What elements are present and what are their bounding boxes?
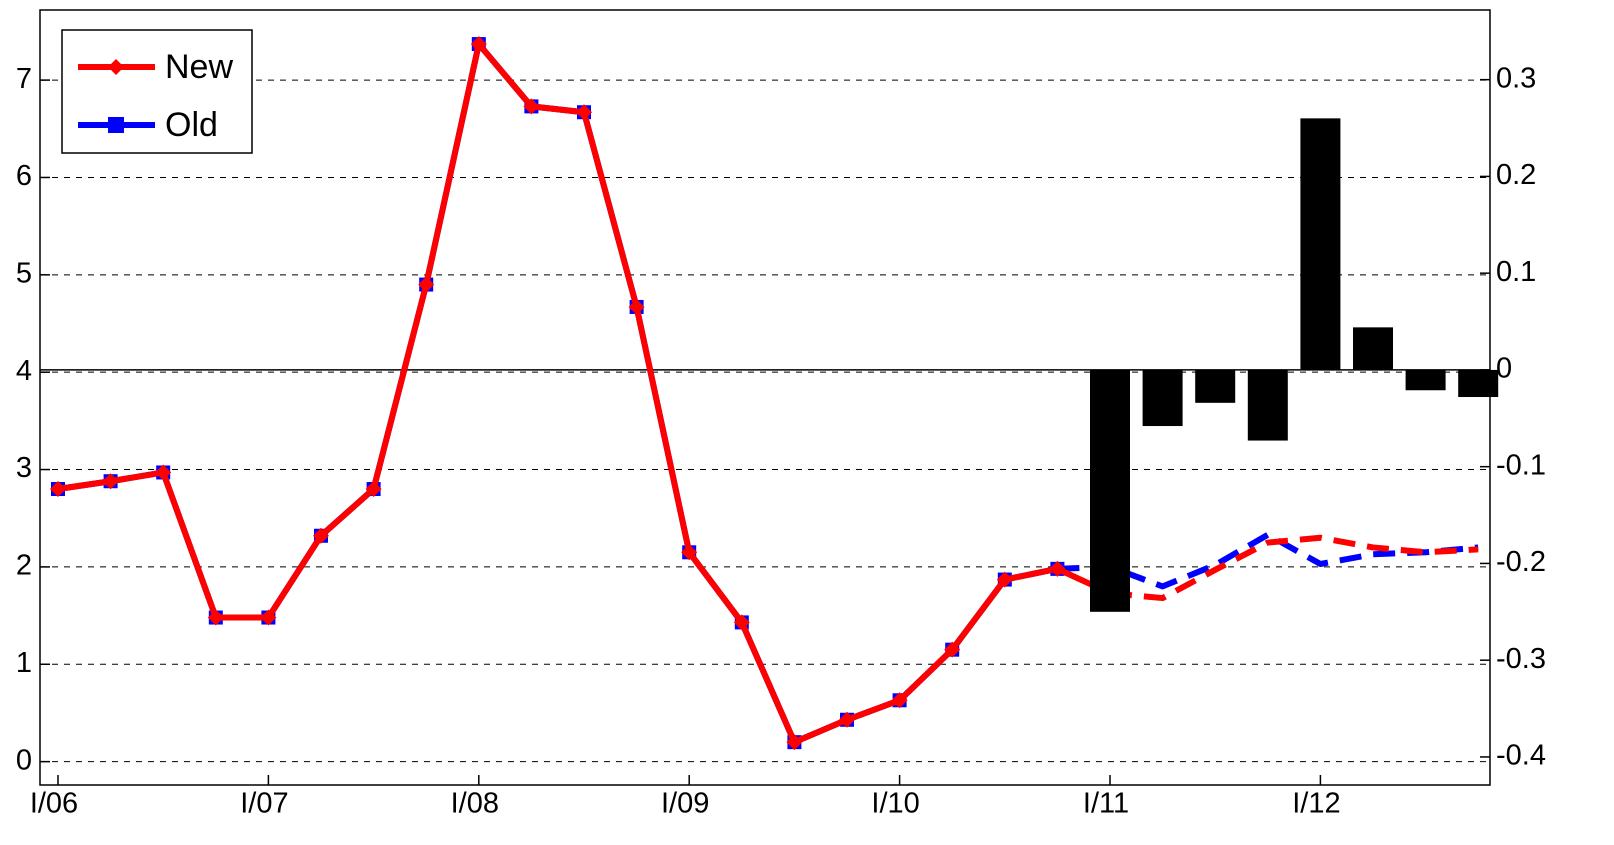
y-tick-label: 1: [16, 647, 32, 679]
marker: [102, 473, 119, 490]
marker: [418, 276, 435, 293]
y-tick-label: 4: [16, 355, 32, 387]
y-tick-label: 3: [16, 452, 32, 484]
y-tick-label: 6: [16, 160, 32, 192]
bar: [1247, 369, 1288, 441]
marker: [365, 481, 382, 498]
y-tick-label: 7: [16, 63, 32, 95]
marker: [786, 734, 803, 751]
y2-tick-label: 0.2: [1496, 159, 1536, 191]
legend-label: Old: [165, 106, 218, 144]
bar: [1353, 327, 1393, 370]
marker: [996, 571, 1013, 588]
y2-tick-label: -0.3: [1496, 643, 1546, 675]
marker: [470, 36, 487, 53]
marker: [839, 711, 855, 728]
legend-label: New: [165, 48, 233, 86]
marker: [260, 609, 277, 626]
marker: [523, 98, 540, 115]
plot-frame: [39, 9, 1491, 786]
marker: [628, 298, 645, 315]
y-tick-label: 5: [16, 257, 32, 289]
marker: [733, 614, 750, 631]
marker: [576, 104, 592, 121]
marker: [681, 544, 698, 561]
series-line: [1109, 534, 1479, 602]
y2-tick-label: -0.4: [1496, 740, 1546, 772]
marker: [891, 692, 908, 709]
marker: [944, 641, 961, 658]
y2-tick-label: -0.1: [1496, 449, 1546, 481]
y2-tick-label: 0.3: [1496, 62, 1536, 94]
marker: [108, 59, 124, 75]
legend-box: [61, 29, 253, 154]
bar: [1090, 369, 1130, 612]
x-tick-label: I/06: [30, 788, 78, 820]
marker: [50, 481, 66, 498]
x-tick-label: I/11: [1083, 788, 1129, 820]
x-tick-label: I/07: [240, 788, 288, 820]
y-tick-label: 2: [16, 550, 32, 582]
marker: [155, 464, 172, 481]
bar: [1300, 118, 1341, 370]
marker: [313, 527, 329, 544]
x-tick-label: I/08: [451, 788, 499, 820]
y-tick-label: 0: [16, 744, 32, 776]
marker: [1049, 560, 1066, 577]
y2-tick-label: 0.1: [1496, 256, 1536, 288]
x-tick-label: I/10: [871, 788, 919, 820]
bar: [1195, 369, 1236, 403]
bar: [1142, 369, 1183, 427]
y2-tick-label: 0: [1496, 353, 1512, 385]
bar: [1405, 369, 1446, 391]
x-tick-label: I/09: [661, 788, 709, 820]
x-tick-label: I/12: [1292, 788, 1340, 820]
marker: [108, 117, 124, 133]
y2-tick-label: -0.2: [1496, 546, 1546, 578]
marker: [207, 609, 224, 626]
bar: [1458, 369, 1499, 398]
